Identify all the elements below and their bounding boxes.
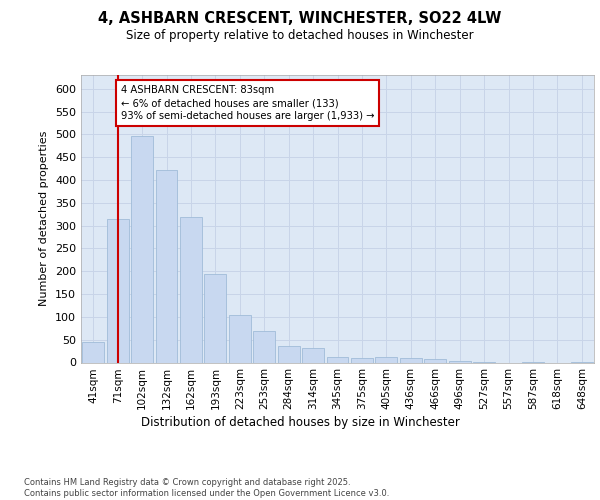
Bar (107, 219, 128, 362)
Text: 4 ASHBARN CRESCENT: 83sqm
← 6% of detached houses are smaller (133)
93% of semi-: 4 ASHBARN CRESCENT: 83sqm ← 6% of detach… (121, 85, 374, 122)
Bar (326, 357, 349, 362)
Bar (400, 358, 422, 362)
Bar (205, 274, 226, 362)
Bar (376, 358, 397, 362)
Bar (253, 330, 275, 362)
Bar (424, 360, 446, 362)
Text: Contains HM Land Registry data © Crown copyright and database right 2025.
Contai: Contains HM Land Registry data © Crown c… (24, 478, 389, 498)
Bar (155, 170, 178, 362)
Y-axis label: Number of detached properties: Number of detached properties (40, 131, 49, 306)
Bar (449, 360, 470, 362)
Text: Distribution of detached houses by size in Winchester: Distribution of detached houses by size … (140, 416, 460, 429)
Bar (131, 136, 153, 362)
Text: Size of property relative to detached houses in Winchester: Size of property relative to detached ho… (126, 29, 474, 42)
Bar (302, 348, 324, 362)
Bar (180, 218, 202, 362)
Bar (229, 314, 251, 362)
Bar (351, 358, 373, 362)
Bar (278, 346, 299, 362)
Text: 4, ASHBARN CRESCENT, WINCHESTER, SO22 4LW: 4, ASHBARN CRESCENT, WINCHESTER, SO22 4L… (98, 11, 502, 26)
Bar (82, 342, 104, 362)
